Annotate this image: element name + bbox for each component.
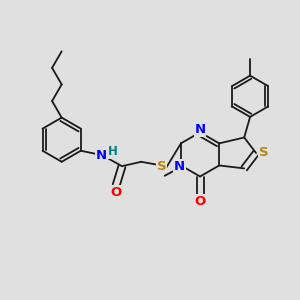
Text: H: H — [108, 145, 118, 158]
Text: N: N — [174, 160, 185, 173]
Text: S: S — [259, 146, 268, 159]
Text: O: O — [110, 186, 122, 199]
Text: S: S — [157, 160, 166, 173]
Text: O: O — [194, 195, 206, 208]
Text: N: N — [194, 124, 206, 136]
Text: N: N — [96, 149, 107, 162]
